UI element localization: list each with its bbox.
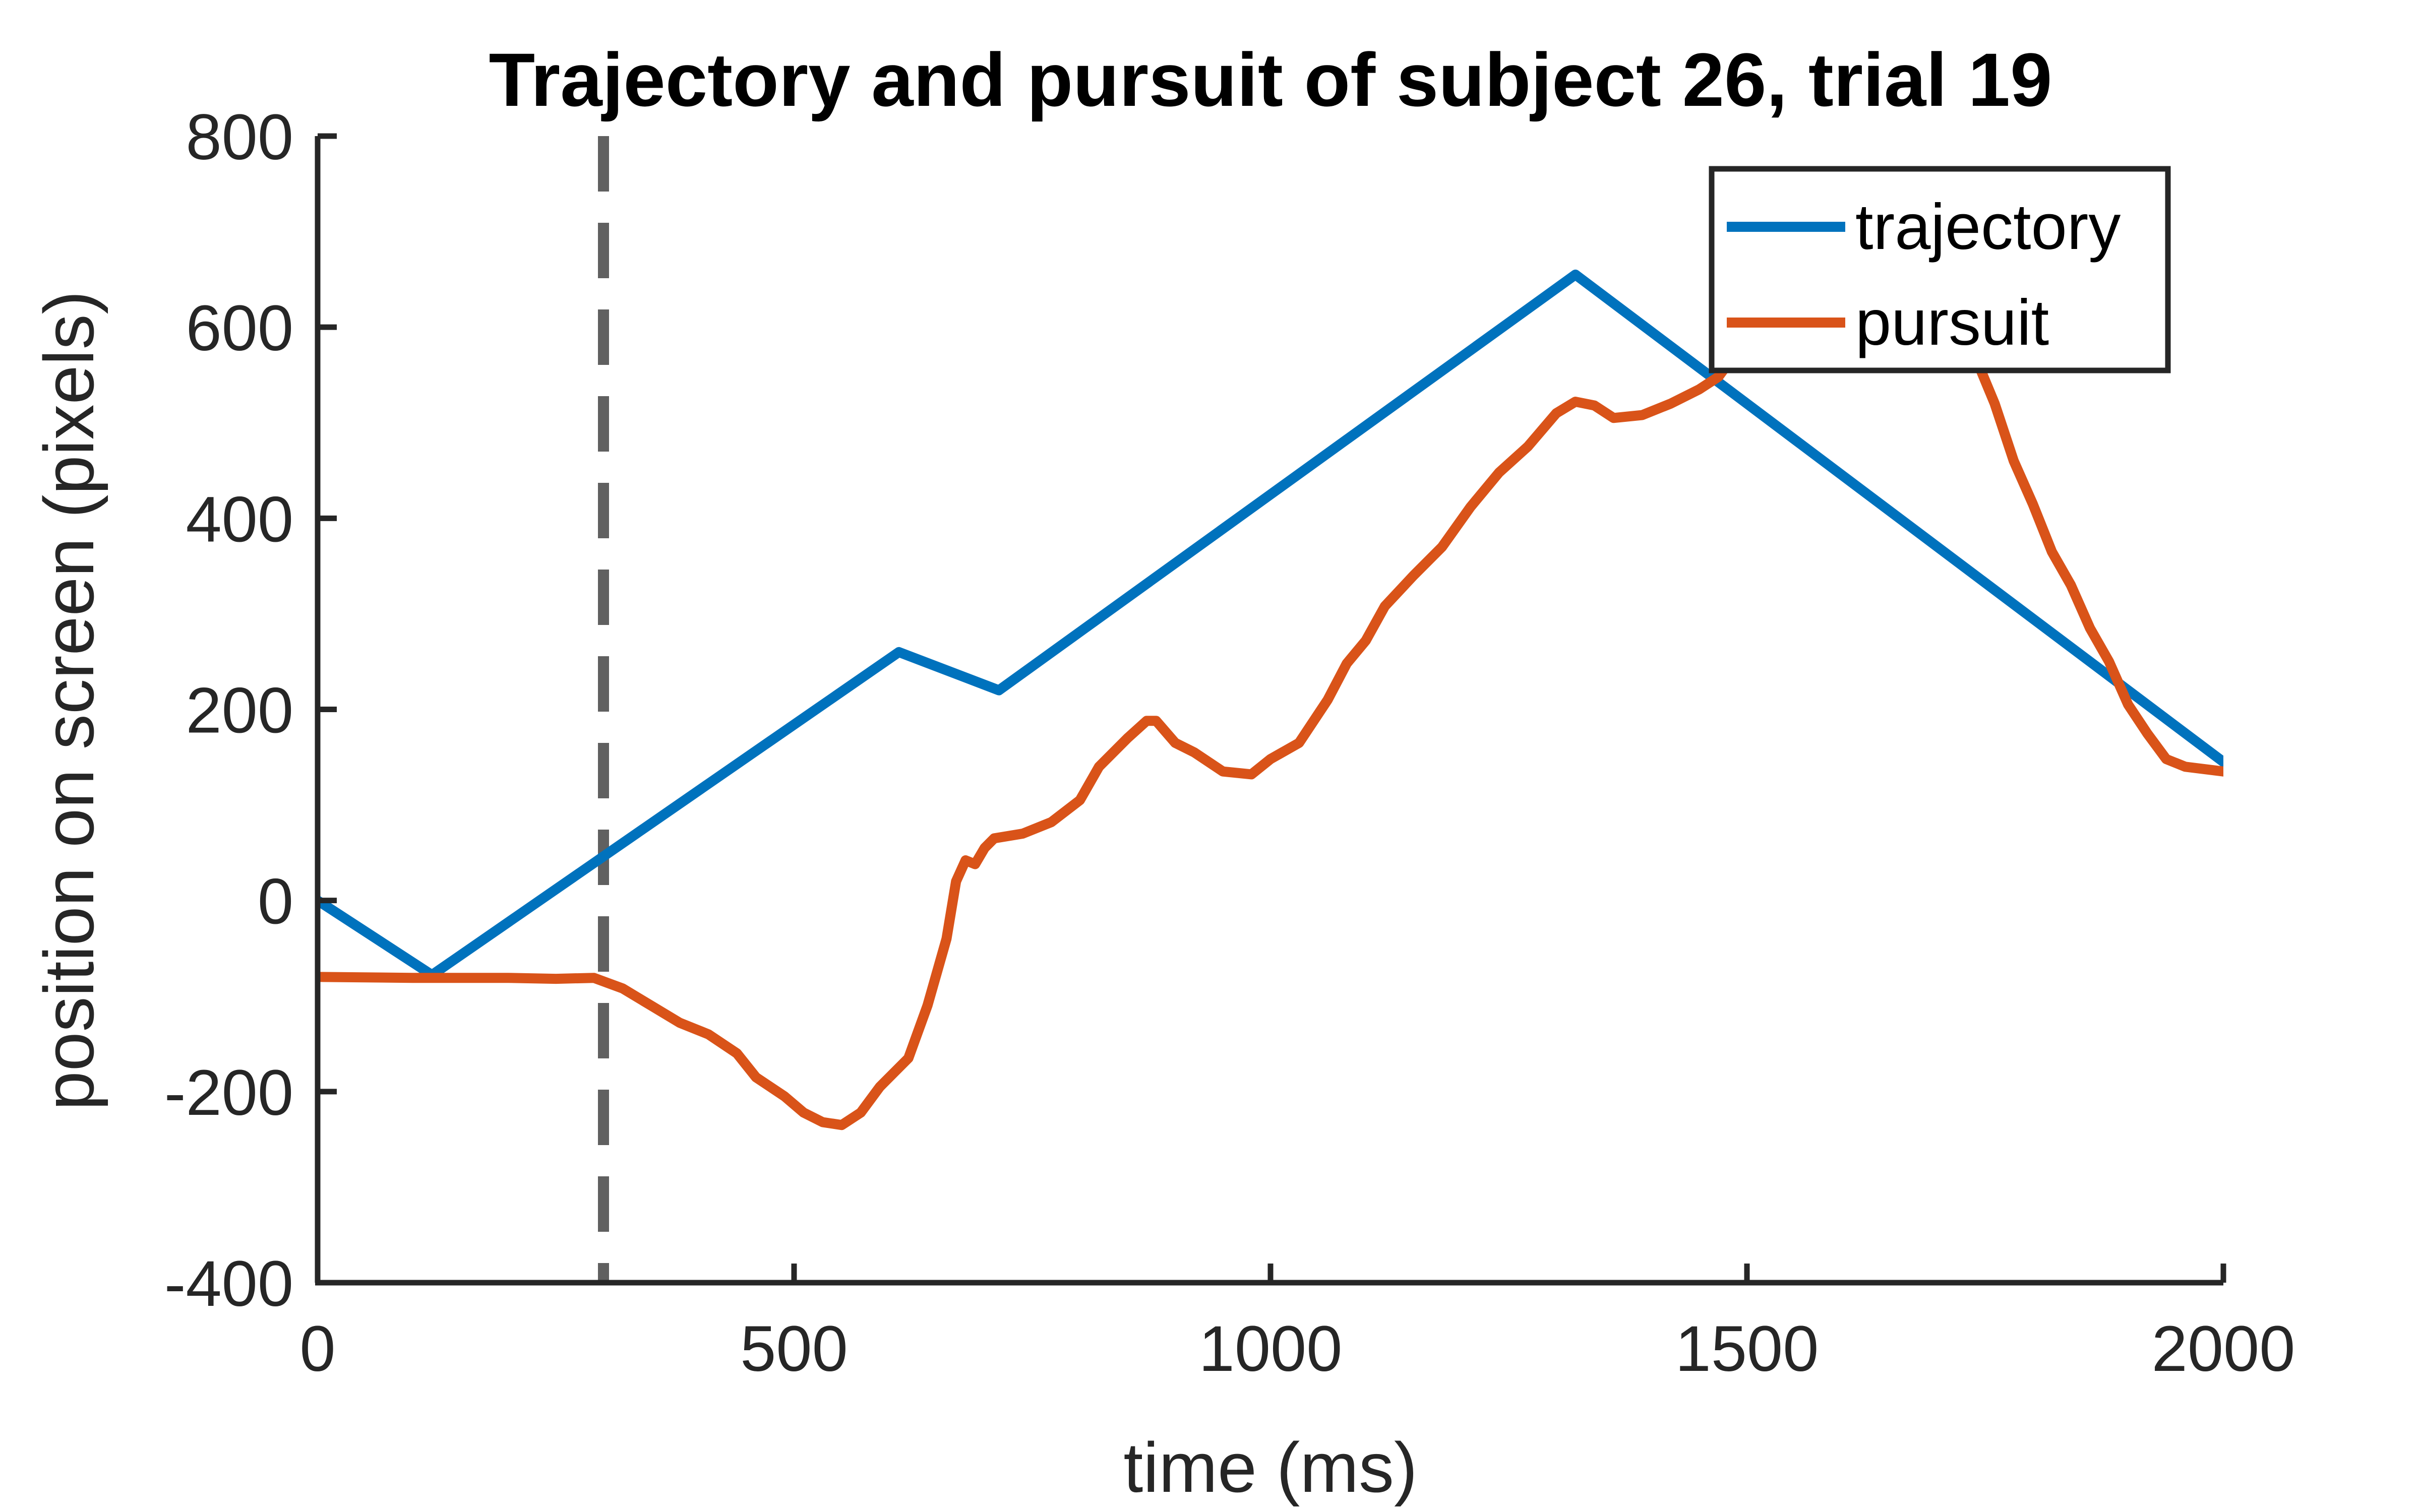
y-axis-label: position on screen (pixels): [29, 291, 108, 1110]
legend-box: [1709, 166, 2171, 373]
chart-title: Trajectory and pursuit of subject 26, tr…: [489, 37, 2052, 122]
legend: trajectory pursuit: [1709, 166, 2171, 373]
legend-label-pursuit: pursuit: [1855, 287, 2049, 359]
y-tick-label: 400: [186, 483, 293, 555]
x-tick-label: 1000: [1199, 1313, 1343, 1385]
y-tick-label: 200: [186, 675, 293, 747]
y-tick-label: 600: [186, 292, 293, 364]
y-tick-label: -200: [164, 1057, 293, 1129]
x-axis-label: time (ms): [1123, 1428, 1417, 1507]
legend-label-trajectory: trajectory: [1855, 191, 2121, 263]
x-tick-label: 2000: [2152, 1313, 2295, 1385]
y-tick-label: -400: [164, 1248, 293, 1320]
series-line-trajectory: [318, 269, 2223, 980]
y-tick-label: 0: [258, 866, 293, 938]
y-tick-label: 800: [186, 101, 293, 173]
x-tick-label: 1500: [1675, 1313, 1819, 1385]
x-tick-label: 0: [299, 1313, 335, 1385]
x-tick-label: 500: [740, 1313, 848, 1385]
